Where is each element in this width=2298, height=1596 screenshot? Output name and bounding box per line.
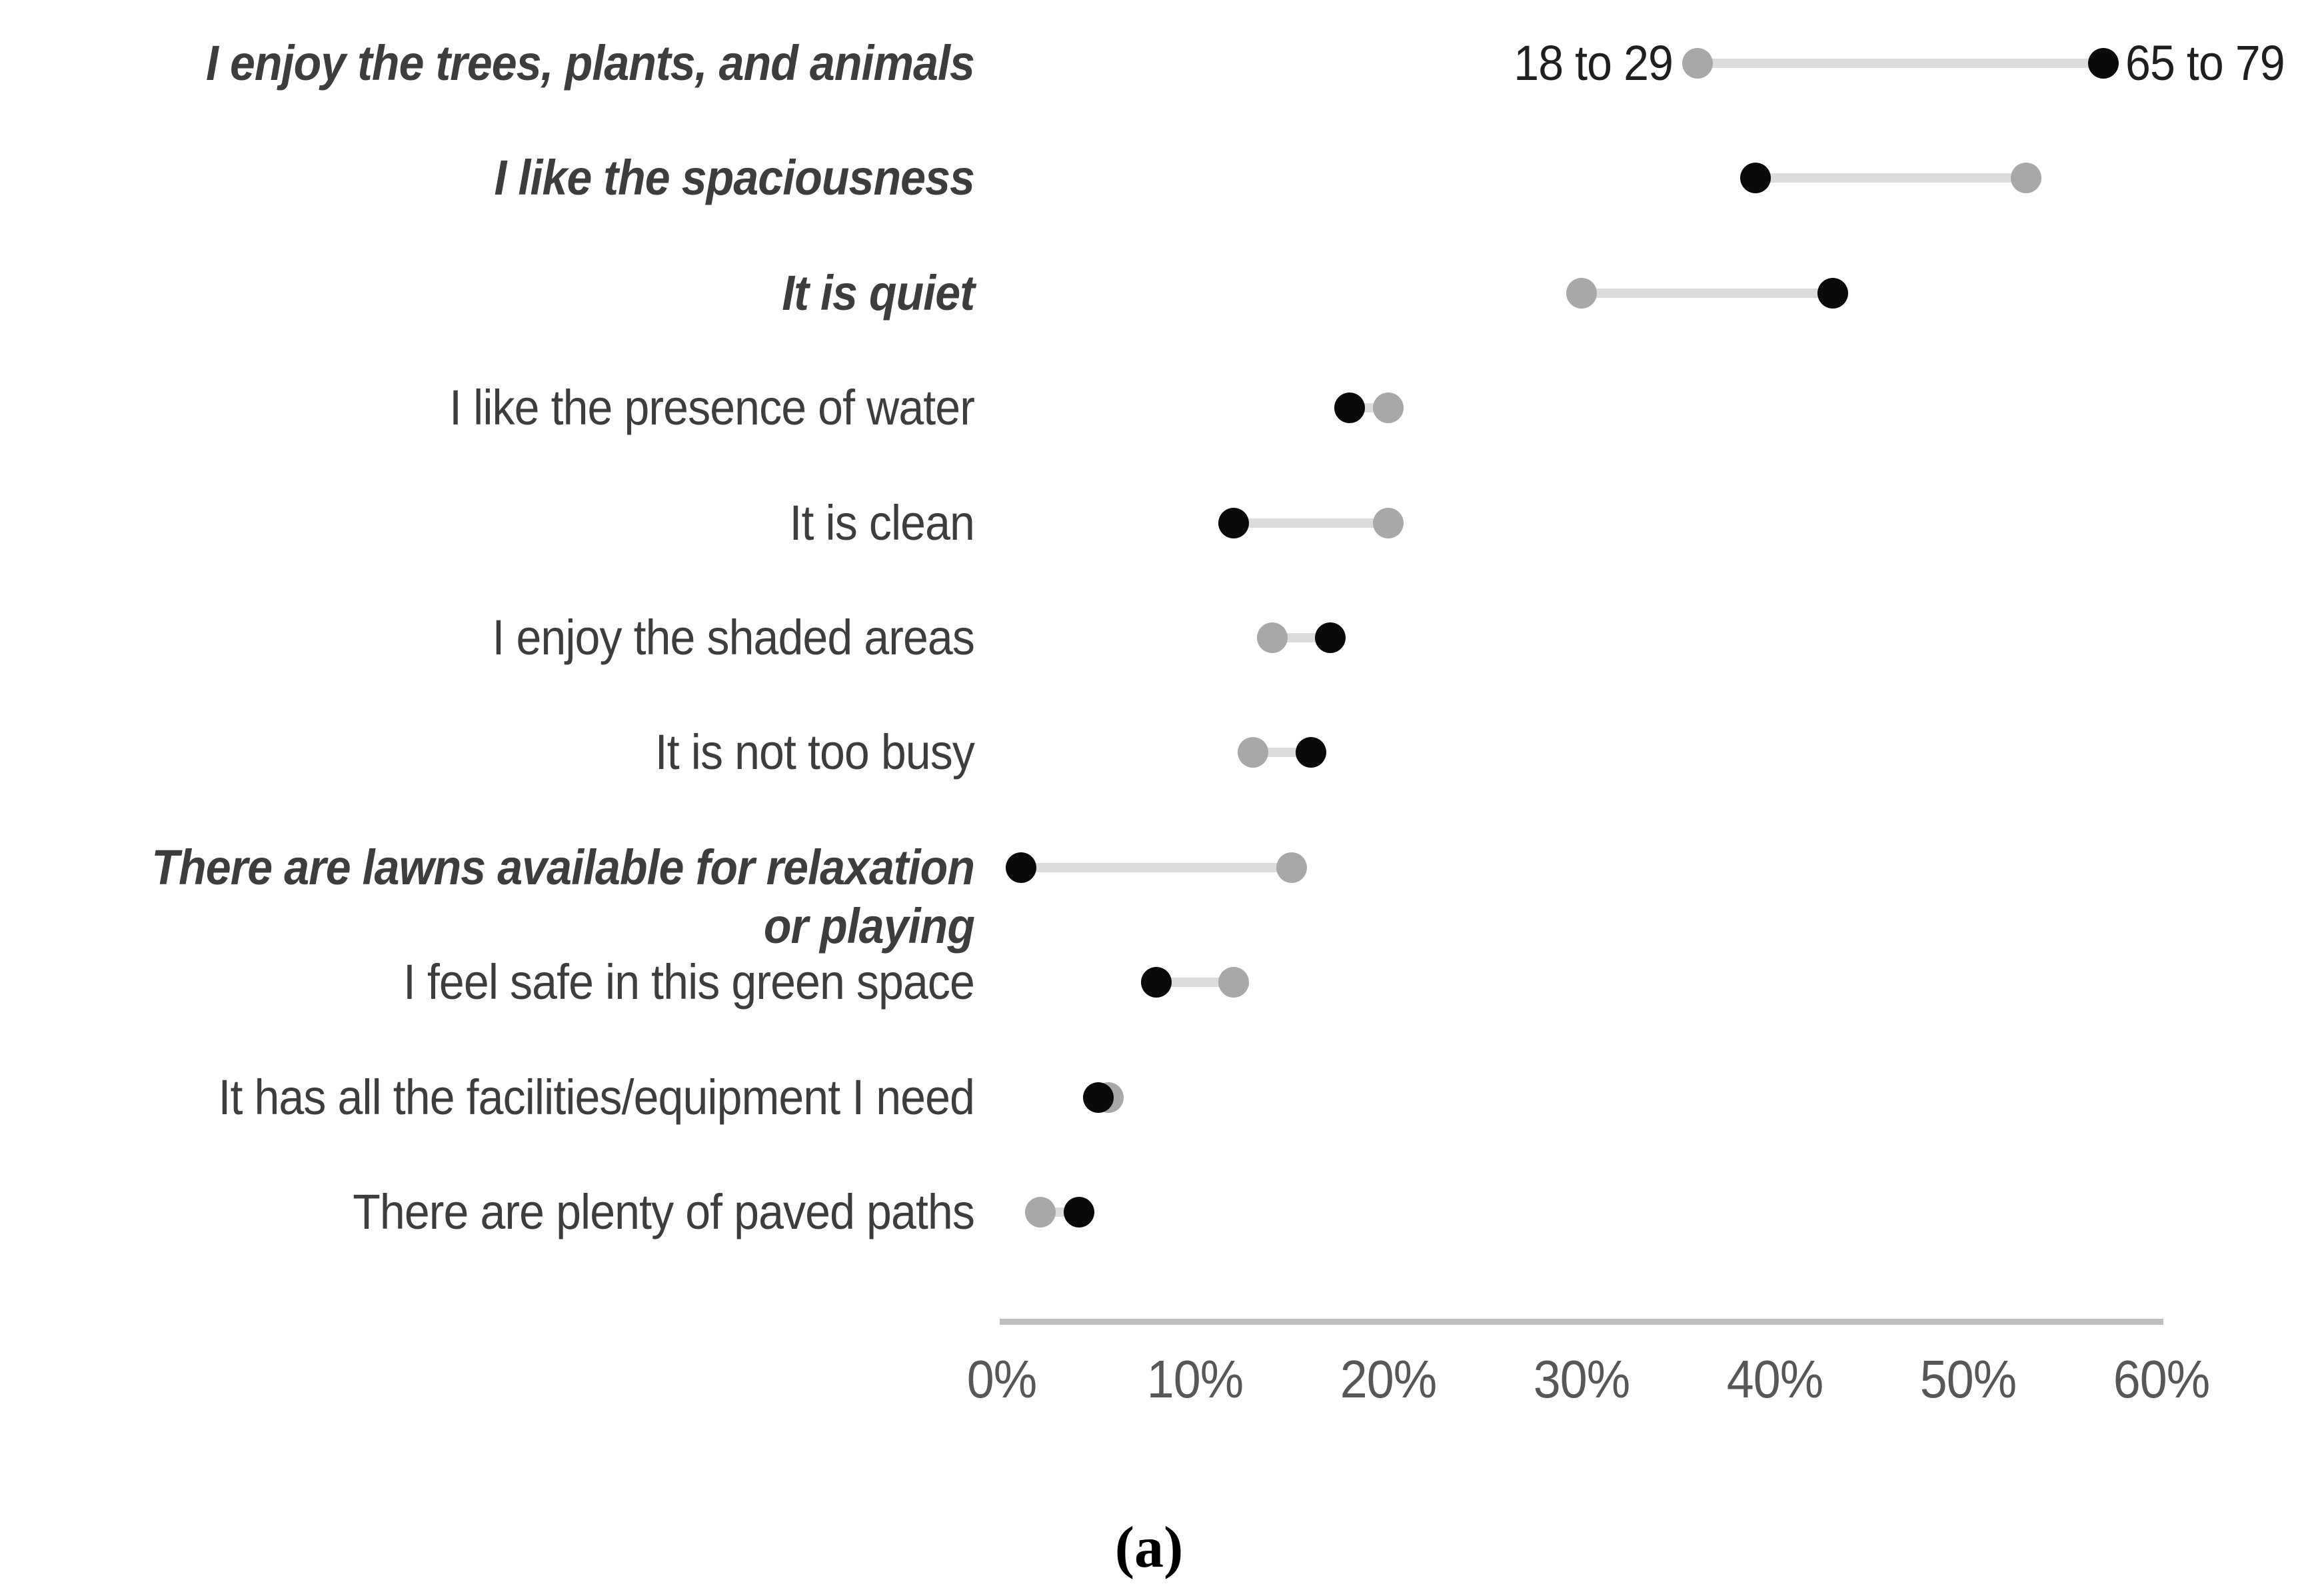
x-tick-label: 0%	[966, 1349, 1037, 1409]
category-label: I feel safe in this green space	[403, 954, 975, 1010]
x-tick-label: 50%	[1919, 1349, 2017, 1409]
dot-65-to-79	[1817, 277, 1848, 309]
dot-18-to-29	[1257, 622, 1288, 653]
x-axis-line	[1000, 1319, 2163, 1325]
x-tick-label: 10%	[1146, 1349, 1244, 1409]
x-tick-label: 40%	[1726, 1349, 1823, 1409]
category-label: It is quiet	[782, 265, 975, 321]
dot-65-to-79	[1006, 852, 1036, 883]
dot-65-to-79	[1296, 737, 1326, 768]
category-label: There are plenty of paved paths	[353, 1184, 975, 1239]
category-label: It is clean	[789, 494, 975, 550]
dot-65-to-79	[1334, 393, 1365, 424]
dot-65-to-79	[1064, 1197, 1094, 1227]
dumbbell-connector	[1582, 288, 1833, 298]
category-label: It is not too busy	[654, 724, 975, 780]
dot-18-to-29	[1373, 393, 1404, 424]
category-label: There are lawns available for relaxation…	[151, 839, 975, 954]
dumbbell-connector	[1234, 518, 1388, 528]
dot-18-to-29	[1373, 507, 1404, 538]
dumbbell-connector	[1156, 978, 1234, 988]
category-label: I like the presence of water	[449, 380, 975, 436]
category-label: I enjoy the shaded areas	[492, 610, 974, 665]
dot-65-to-79	[2088, 48, 2119, 79]
category-label: I like the spaciousness	[494, 150, 975, 206]
dot-65-to-79	[1218, 507, 1249, 538]
dumbbell-connector	[1755, 173, 2026, 183]
dot-18-to-29	[1238, 737, 1268, 768]
dot-65-to-79	[1740, 163, 1771, 194]
dot-65-to-79	[1141, 967, 1172, 998]
dot-18-to-29	[1025, 1197, 1056, 1227]
figure-caption: (a)	[1114, 1515, 1184, 1580]
dot-18-to-29	[1566, 277, 1597, 309]
x-tick-label: 30%	[1533, 1349, 1630, 1409]
x-tick-label: 20%	[1340, 1349, 1437, 1409]
category-label: I enjoy the trees, plants, and animals	[205, 35, 975, 91]
category-label: It has all the facilities/equipment I ne…	[218, 1069, 975, 1125]
dot-65-to-79	[1315, 622, 1346, 653]
dot-18-to-29	[1218, 967, 1249, 998]
dumbbell-connector	[1021, 862, 1292, 872]
dumbbell-connector	[1698, 59, 2103, 68]
legend-label-65-to-79: 65 to 79	[2125, 35, 2285, 91]
legend-label-18-to-29: 18 to 29	[1514, 35, 1674, 91]
x-tick-label: 60%	[2113, 1349, 2210, 1409]
dot-18-to-29	[2011, 163, 2041, 194]
dot-18-to-29	[1682, 48, 1713, 79]
dot-18-to-29	[1276, 852, 1307, 883]
dot-65-to-79	[1083, 1082, 1114, 1113]
